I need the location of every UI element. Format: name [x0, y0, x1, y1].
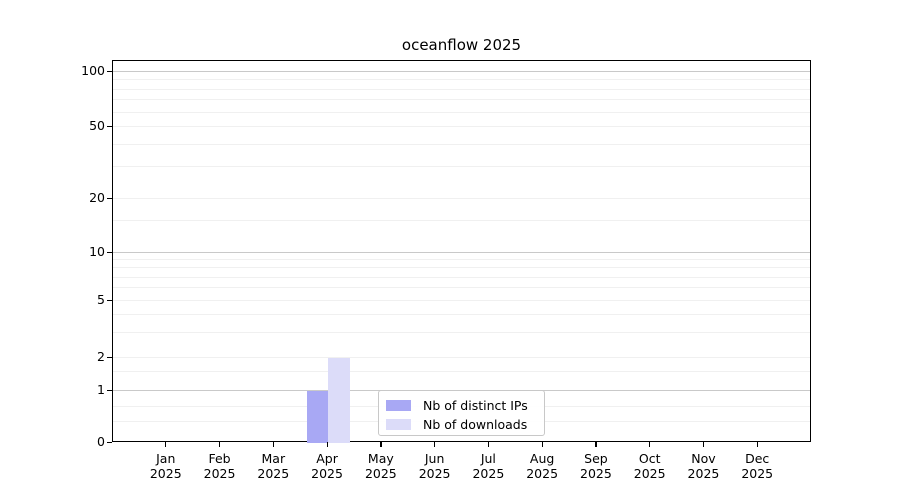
y-tick [107, 197, 112, 199]
x-tick [380, 442, 382, 447]
gridline-minor [113, 370, 810, 372]
x-tick [702, 442, 705, 447]
gridline-minor [113, 220, 810, 222]
y-tick-label: 20 [89, 190, 105, 205]
x-tick-label: Dec 2025 [741, 451, 774, 481]
y-tick [107, 251, 112, 253]
legend-label-downloads: Nb of downloads [423, 417, 528, 432]
plot-area [112, 60, 811, 443]
y-tick-label: 1 [97, 382, 105, 397]
x-tick-label: Mar 2025 [257, 451, 290, 481]
x-tick [434, 442, 436, 447]
x-tick [595, 442, 597, 447]
x-tick [326, 442, 328, 447]
x-tick-label: May 2025 [364, 451, 397, 481]
gridline-major [113, 71, 810, 72]
x-tick [219, 442, 221, 447]
gridline-minor [113, 259, 810, 261]
y-tick [107, 70, 112, 72]
gridline-minor [113, 287, 810, 289]
x-tick-label: Apr 2025 [311, 451, 343, 481]
x-tick [649, 442, 651, 447]
x-tick-label: Jul 2025 [472, 451, 505, 481]
legend-entry-distinct-ips: Nb of distinct IPs [386, 396, 544, 415]
gridline-minor [113, 276, 810, 278]
y-tick [107, 356, 112, 358]
x-tick-label: Jan 2025 [149, 451, 182, 481]
gridline-minor [113, 79, 810, 81]
y-tick [107, 441, 112, 443]
x-tick-label: Sep 2025 [580, 451, 612, 481]
gridline-minor [113, 267, 810, 269]
y-tick-label: 5 [97, 292, 105, 307]
y-tick-label: 100 [81, 63, 105, 78]
x-tick-label: Jun 2025 [418, 451, 451, 481]
x-tick-label: Aug 2025 [526, 451, 559, 481]
legend-entry-downloads: Nb of downloads [386, 415, 544, 434]
legend-swatch-downloads [386, 419, 411, 430]
y-tick [107, 125, 112, 127]
x-tick [165, 442, 167, 447]
gridline-minor [113, 198, 810, 199]
gridline-minor [113, 300, 810, 301]
y-tick [107, 389, 112, 391]
legend-label-distinct-ips: Nb of distinct IPs [423, 398, 528, 413]
gridline-minor [113, 126, 810, 127]
legend: Nb of distinct IPs Nb of downloads [378, 390, 545, 436]
bar-nb-of-distinct-ips [306, 391, 329, 443]
gridline-major [113, 252, 810, 253]
bar-nb-of-downloads [328, 358, 350, 443]
x-tick-label: Oct 2025 [633, 451, 666, 481]
gridline-minor [113, 143, 810, 145]
gridline-minor [113, 331, 810, 333]
x-tick [272, 442, 274, 447]
chart-title: oceanflow 2025 [401, 36, 522, 54]
x-tick-label: Nov 2025 [687, 451, 720, 481]
y-tick-label: 0 [97, 434, 105, 449]
gridline-minor [113, 313, 810, 315]
y-tick-label: 2 [97, 349, 105, 364]
x-tick [487, 442, 490, 447]
gridline-minor [113, 88, 810, 90]
x-tick [756, 442, 758, 447]
legend-swatch-distinct-ips [386, 400, 411, 411]
gridline-minor [113, 357, 810, 358]
y-tick-label: 50 [89, 118, 105, 133]
gridline-minor [113, 99, 810, 101]
x-tick-label: Feb 2025 [203, 451, 236, 481]
gridline-minor [113, 166, 810, 168]
x-tick [541, 442, 543, 447]
y-tick-label: 10 [89, 244, 105, 259]
gridline-minor [113, 111, 810, 113]
y-tick [107, 299, 112, 301]
